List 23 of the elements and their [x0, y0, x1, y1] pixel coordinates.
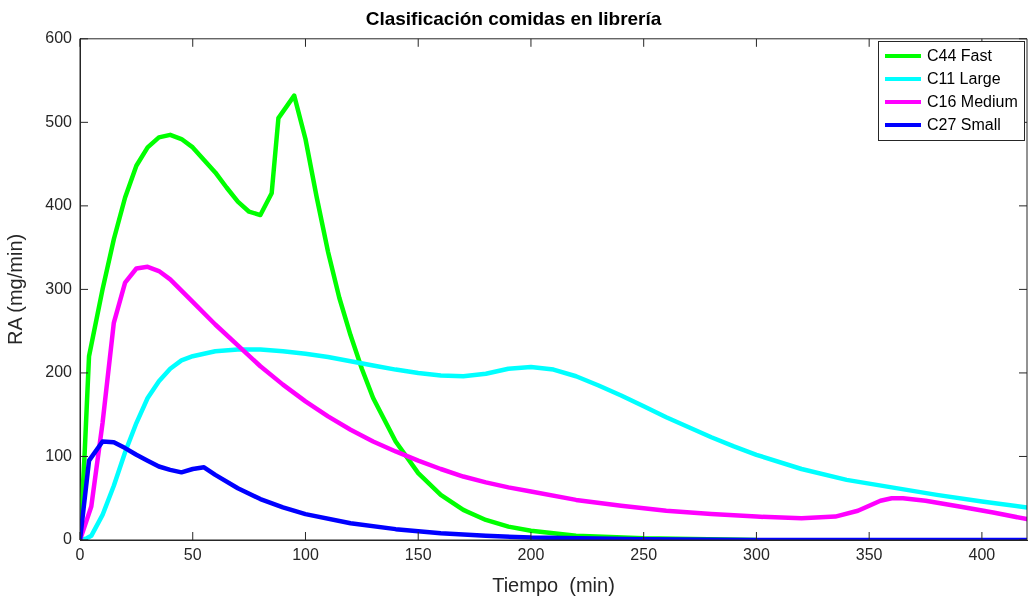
- x-tick-label: 0: [75, 546, 85, 564]
- y-tick-label: 300: [45, 279, 73, 297]
- chart-title: Clasificación comidas en librería: [365, 7, 662, 29]
- y-tick-label: 100: [45, 446, 73, 464]
- x-tick-label: 250: [630, 546, 658, 564]
- y-tick-label: 400: [45, 196, 73, 214]
- x-tick-label: 100: [292, 546, 319, 564]
- x-tick-label: 200: [517, 546, 545, 564]
- legend-label: C16 Medium: [927, 93, 1018, 112]
- y-tick-label: 500: [45, 112, 73, 130]
- legend-label: C27 Small: [927, 116, 1001, 135]
- y-axis-title: RA (mg/min): [3, 233, 26, 345]
- y-tick-label: 0: [63, 530, 73, 548]
- y-tick-label: 600: [45, 29, 73, 47]
- x-axis-title: Tiempo (min): [492, 573, 615, 596]
- legend-label: C11 Large: [927, 70, 1001, 89]
- x-tick-label: 300: [743, 546, 770, 564]
- x-tick-label: 50: [183, 546, 202, 564]
- x-tick-label: 350: [855, 546, 883, 564]
- y-tick-label: 200: [45, 363, 73, 381]
- x-tick-label: 150: [404, 546, 432, 564]
- x-tick-label: 400: [968, 546, 996, 564]
- legend-label: C44 Fast: [927, 47, 992, 66]
